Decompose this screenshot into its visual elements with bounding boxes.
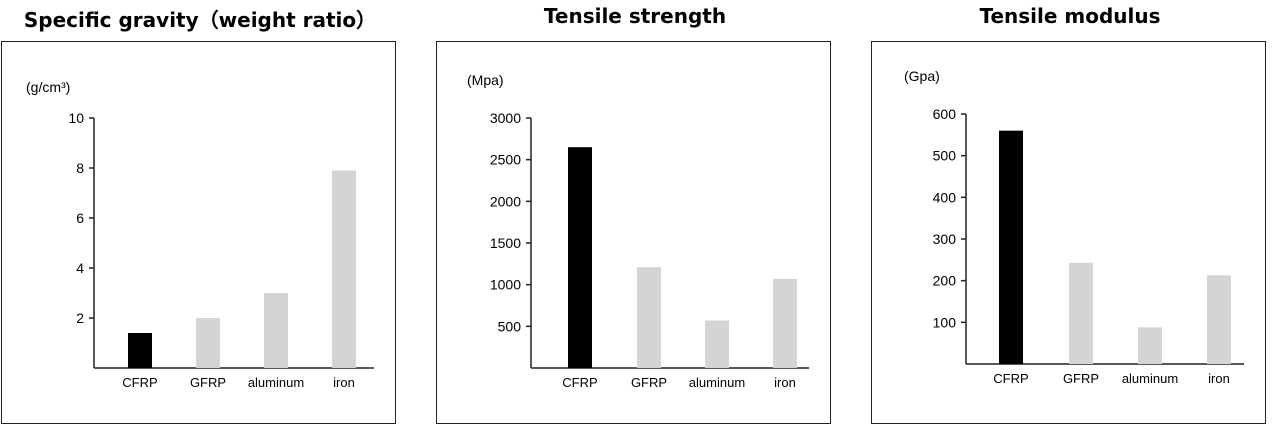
y-tick-label: 6 <box>76 210 84 226</box>
y-tick-label: 10 <box>68 110 84 126</box>
bar-aluminum <box>264 293 288 368</box>
x-category-label: iron <box>333 375 355 390</box>
bar-cfrp <box>568 147 592 368</box>
chart-title: Tensile modulus <box>979 4 1161 28</box>
x-category-label: CFRP <box>122 375 157 390</box>
chart-frame <box>436 41 831 424</box>
bar-gfrp <box>637 267 661 368</box>
y-tick-label: 4 <box>76 260 84 276</box>
y-tick-label: 3000 <box>490 110 521 126</box>
chart-panel-tensile-modulus: Tensile modulus (Gpa) 100 200 300 400 500 600 C… <box>870 0 1270 427</box>
bar-iron <box>773 278 797 368</box>
y-tick-label: 500 <box>498 318 522 334</box>
bar-gfrp <box>1069 262 1093 364</box>
x-category-label: GFRP <box>1063 371 1099 386</box>
y-tick-label: 600 <box>933 106 957 122</box>
x-category-label: GFRP <box>190 375 226 390</box>
x-category-label: aluminum <box>689 375 745 390</box>
y-tick-label: 2500 <box>490 152 521 168</box>
y-axis-unit: (Mpa) <box>467 72 504 88</box>
y-tick-label: 8 <box>76 160 84 176</box>
x-category-label: CFRP <box>562 375 597 390</box>
y-tick-label: 200 <box>933 273 957 289</box>
x-category-label: CFRP <box>993 371 1028 386</box>
bar-iron <box>332 170 356 368</box>
chart-frame <box>1 41 396 424</box>
y-tick-label: 2000 <box>490 193 521 209</box>
bar-aluminum <box>705 320 729 368</box>
chart-tensile-strength: (Mpa) 500 1000 1500 2000 2500 3000 CFRP GFRP alum… <box>467 72 809 390</box>
y-tick-label: 500 <box>933 148 957 164</box>
x-category-label: aluminum <box>1122 371 1178 386</box>
y-tick-label: 100 <box>933 314 957 330</box>
chart-panel-specific-gravity: Specific gravity（weight ratio） (g/cm³) 2 4… <box>0 0 400 427</box>
chart-title: Tensile strength <box>543 4 727 28</box>
x-category-label: iron <box>1208 371 1230 386</box>
x-category-label: aluminum <box>248 375 304 390</box>
y-tick-label: 300 <box>933 231 957 247</box>
bar-aluminum <box>1138 327 1162 364</box>
y-tick-label: 2 <box>76 310 84 326</box>
chart-title: Specific gravity（weight ratio） <box>23 8 377 32</box>
y-tick-label: 1000 <box>490 277 521 293</box>
bar-iron <box>1207 275 1231 364</box>
bar-cfrp <box>999 130 1023 364</box>
bar-cfrp <box>128 333 152 368</box>
y-tick-label: 400 <box>933 189 957 205</box>
y-tick-label: 1500 <box>490 235 521 251</box>
y-axis-unit: (Gpa) <box>904 68 940 84</box>
chart-specific-gravity: (g/cm³) 2 4 6 8 10 CFRP GFRP aluminum iron <box>26 79 374 390</box>
y-axis-unit: (g/cm³) <box>26 79 70 95</box>
chart-tensile-modulus: (Gpa) 100 200 300 400 500 600 CFRP GFRP aluminum i… <box>904 68 1244 386</box>
chart-panel-tensile-strength: Tensile strength (Mpa) 500 1000 1500 2000 250… <box>435 0 835 427</box>
chart-frame <box>871 41 1266 424</box>
bar-gfrp <box>196 318 220 368</box>
x-category-label: GFRP <box>631 375 667 390</box>
x-category-label: iron <box>774 375 796 390</box>
